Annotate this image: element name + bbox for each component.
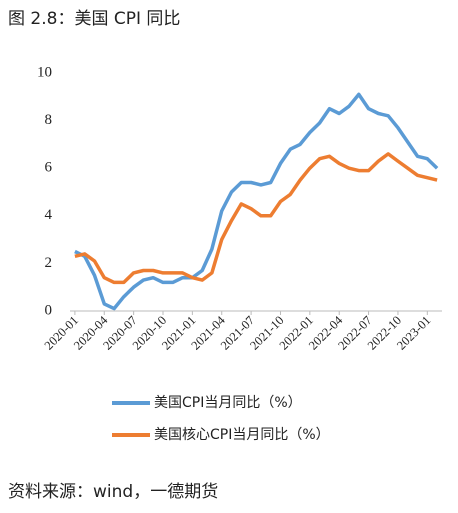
series-line [74, 152, 438, 285]
y-tick-label: 2 [45, 255, 53, 271]
legend-label: 美国CPI当月同比（%） [154, 395, 302, 411]
chart-title: 图 2.8：美国 CPI 同比 [8, 9, 180, 29]
y-tick-label: 6 [45, 160, 53, 176]
y-tick-label: 0 [45, 302, 53, 318]
y-tick-label: 10 [37, 64, 52, 80]
y-tick-label: 8 [45, 112, 53, 128]
series-line [74, 92, 439, 311]
source: 资料来源：wind，一德期货 [8, 482, 218, 502]
legend-label: 美国核心CPI当月同比（%） [154, 427, 330, 443]
y-tick-label: 4 [45, 207, 53, 223]
